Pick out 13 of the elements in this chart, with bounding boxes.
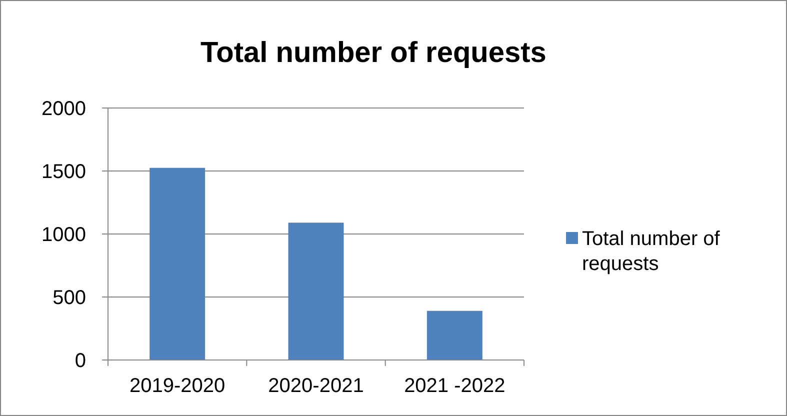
y-tick-label: 2000 [42,98,86,120]
bar [288,222,344,360]
bar [150,168,206,360]
chart-title: Total number of requests [200,37,546,69]
y-tick-label: 500 [52,287,86,309]
y-tick-label: 1000 [42,224,86,246]
x-tick-label: 2020-2021 [268,375,364,397]
x-tick-label: 2021 -2022 [404,375,506,397]
x-tick-label: 2019-2020 [130,375,226,397]
bar [426,310,482,360]
y-tick-label: 1500 [42,161,86,183]
legend-label: Total number of requests [582,228,720,275]
y-tick-label: 0 [74,350,86,372]
